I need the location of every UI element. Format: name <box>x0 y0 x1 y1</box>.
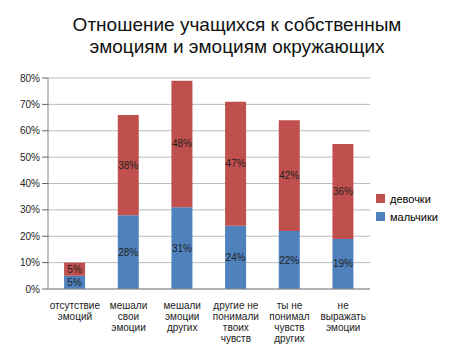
svg-text:47%: 47% <box>226 158 246 169</box>
svg-text:80%: 80% <box>20 73 40 84</box>
svg-text:5%: 5% <box>67 264 82 275</box>
svg-text:40%: 40% <box>20 178 40 189</box>
svg-text:другие непонималитвоихчувств: другие непонималитвоихчувств <box>213 300 259 344</box>
svg-text:отсутствиеэмоций: отсутствиеэмоций <box>50 300 101 322</box>
svg-text:20%: 20% <box>20 231 40 242</box>
svg-text:10%: 10% <box>20 257 40 268</box>
svg-text:42%: 42% <box>279 170 299 181</box>
svg-text:38%: 38% <box>118 160 138 171</box>
svg-text:50%: 50% <box>20 152 40 163</box>
svg-text:ты непонималчувствдругих: ты непонималчувствдругих <box>269 300 310 344</box>
svg-text:70%: 70% <box>20 99 40 110</box>
svg-text:невыражатьэмоции: невыражатьэмоции <box>320 300 365 333</box>
svg-text:31%: 31% <box>172 243 192 254</box>
html-text:девочки: девочки <box>390 192 431 205</box>
svg-text:19%: 19% <box>333 258 353 269</box>
svg-text:0%: 0% <box>26 284 41 295</box>
svg-text:мешалиэмоциидругих: мешалиэмоциидругих <box>163 300 200 333</box>
svg-text:мешалисвоиэмоции: мешалисвоиэмоции <box>110 300 147 333</box>
svg-text:24%: 24% <box>226 252 246 263</box>
html-text:Отношение учащихся к собственн: Отношение учащихся к собственным эмоциям… <box>72 14 402 57</box>
svg-text:22%: 22% <box>279 255 299 266</box>
svg-text:48%: 48% <box>172 138 192 149</box>
svg-text:28%: 28% <box>118 247 138 258</box>
html-text:мальчики: мальчики <box>390 210 438 223</box>
svg-text:36%: 36% <box>333 186 353 197</box>
svg-text:60%: 60% <box>20 125 40 136</box>
svg-text:30%: 30% <box>20 204 40 215</box>
svg-text:5%: 5% <box>67 277 82 288</box>
